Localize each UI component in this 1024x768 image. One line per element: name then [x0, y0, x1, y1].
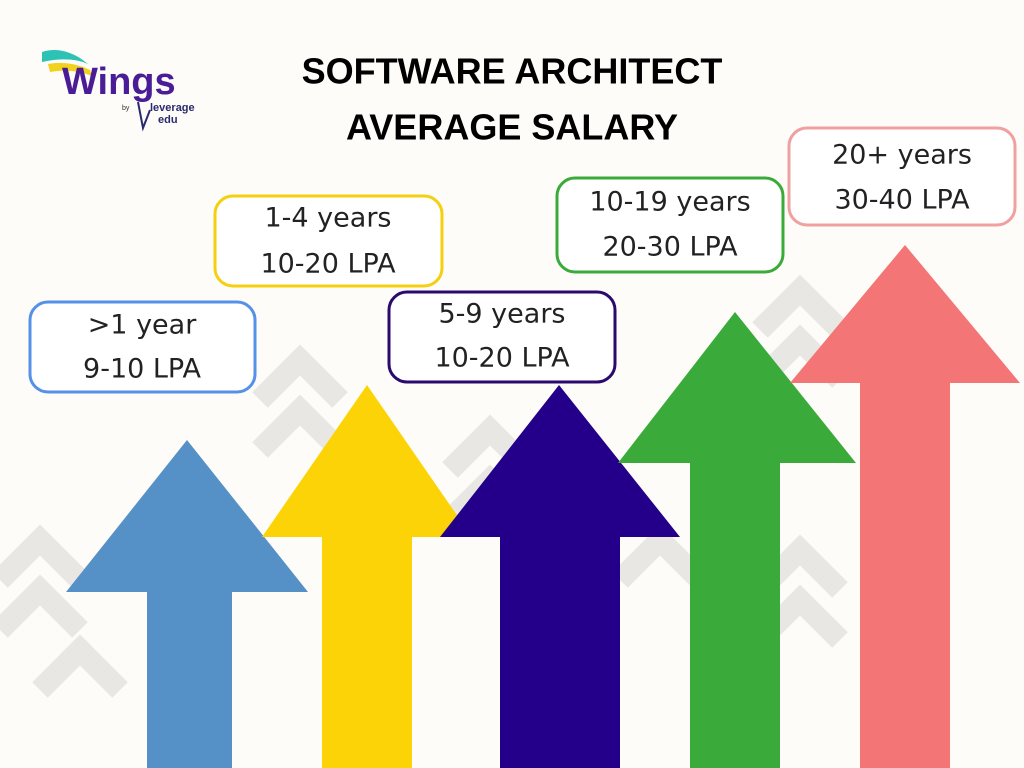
title: AVERAGE SALARY: [346, 107, 678, 148]
box: [387, 290, 617, 384]
arrow: [440, 385, 680, 768]
logo-brand: edu: [158, 114, 178, 126]
logo-swoosh: [42, 50, 88, 64]
box: [213, 194, 444, 288]
salary: 9-10 LPA: [83, 354, 201, 385]
experience: 1-4 years: [265, 203, 392, 234]
level-box: 10-19 years 20-30 LPA: [555, 176, 785, 274]
logo-by: by: [122, 105, 130, 112]
logo-brand: leverage: [150, 102, 195, 114]
salary: 30-40 LPA: [834, 185, 970, 216]
experience: 5-9 years: [439, 299, 566, 330]
arrow: [790, 245, 1020, 768]
experience: 10-19 years: [589, 187, 750, 218]
arrow: [262, 385, 472, 768]
salary: 20-30 LPA: [602, 232, 738, 263]
salary: 10-20 LPA: [434, 343, 570, 374]
level-box: >1 year 9-10 LPA: [28, 300, 257, 394]
level-box: 20+ years 30-40 LPA: [787, 126, 1017, 227]
experience: 20+ years: [832, 140, 972, 171]
box: [28, 300, 257, 394]
arrow: [66, 440, 308, 768]
logo: Wings by leverage edu: [42, 50, 195, 132]
title: SOFTWARE ARCHITECT: [302, 51, 723, 92]
experience: >1 year: [88, 310, 198, 341]
logo-name: Wings: [62, 61, 176, 103]
box: [555, 176, 785, 274]
logo-swoosh: [48, 62, 92, 76]
box: [787, 126, 1017, 227]
level-box: 1-4 years 10-20 LPA: [213, 194, 444, 288]
salary: 10-20 LPA: [260, 249, 396, 280]
arrow: [618, 312, 856, 768]
level-box: 5-9 years 10-20 LPA: [387, 290, 617, 384]
logo-mark: [137, 101, 151, 132]
